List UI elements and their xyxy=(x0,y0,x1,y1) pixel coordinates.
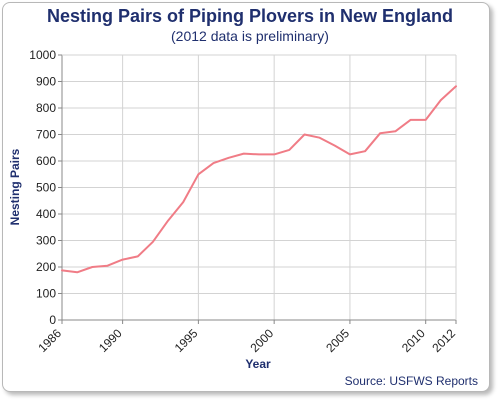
y-tick-label: 0 xyxy=(49,313,56,327)
data-point xyxy=(273,153,275,155)
data-point xyxy=(167,219,169,221)
x-tick-label: 2005 xyxy=(323,326,352,355)
grid-lines xyxy=(62,54,456,320)
data-point xyxy=(91,266,93,268)
data-point xyxy=(121,258,123,260)
y-tick-label: 500 xyxy=(36,181,56,195)
x-tick-label: 1986 xyxy=(35,326,64,355)
data-point xyxy=(409,119,411,121)
series-layer xyxy=(61,85,457,274)
y-tick-label: 1000 xyxy=(29,48,56,62)
data-point xyxy=(379,132,381,134)
y-tick-label: 700 xyxy=(36,128,56,142)
source-credit: Source: USFWS Reports xyxy=(344,374,478,388)
data-point xyxy=(424,119,426,121)
y-tick-label: 800 xyxy=(36,101,56,115)
data-point xyxy=(440,99,442,101)
data-point xyxy=(152,241,154,243)
y-tick-label: 600 xyxy=(36,154,56,168)
tick-labels: 0 100 200 300 400 500 600 700 800 900 1000 1986 1990… xyxy=(29,48,458,355)
data-point xyxy=(61,269,63,271)
chart-subtitle: (2012 data is preliminary) xyxy=(171,28,329,44)
y-axis-title: Nesting Pairs xyxy=(8,148,22,225)
data-point xyxy=(394,130,396,132)
axes xyxy=(58,54,457,324)
data-point xyxy=(334,144,336,146)
x-tick-label: 2012 xyxy=(429,326,458,355)
y-tick-label: 100 xyxy=(36,287,56,301)
x-tick-label: 2010 xyxy=(399,326,428,355)
data-point xyxy=(288,149,290,151)
chart-title: Nesting Pairs of Piping Plovers in New E… xyxy=(46,6,454,26)
data-point xyxy=(243,152,245,154)
x-tick-label: 1990 xyxy=(96,326,125,355)
x-axis-title: Year xyxy=(245,357,271,371)
y-tick-label: 400 xyxy=(36,207,56,221)
data-point xyxy=(212,162,214,164)
data-point xyxy=(258,153,260,155)
y-tick-label: 300 xyxy=(36,234,56,248)
y-tick-label: 200 xyxy=(36,260,56,274)
data-point xyxy=(106,264,108,266)
x-tick-label: 2000 xyxy=(247,326,276,355)
y-tick-label: 900 xyxy=(36,75,56,89)
data-point xyxy=(364,150,366,152)
data-point xyxy=(137,255,139,257)
data-point xyxy=(76,271,78,273)
data-point xyxy=(303,133,305,135)
data-point xyxy=(197,173,199,175)
chart-frame xyxy=(2,2,490,392)
series-line xyxy=(61,85,457,274)
data-point xyxy=(227,157,229,159)
data-point xyxy=(318,136,320,138)
x-tick-label: 1995 xyxy=(172,326,201,355)
data-point xyxy=(182,201,184,203)
data-point xyxy=(455,85,457,87)
data-point xyxy=(349,153,351,155)
